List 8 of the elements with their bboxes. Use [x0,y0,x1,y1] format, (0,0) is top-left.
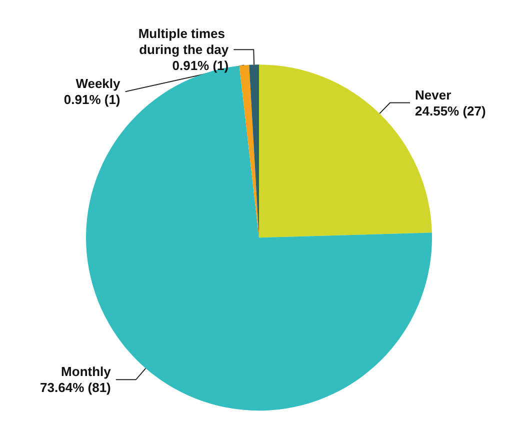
data-label: 24.55% (27) [415,103,486,118]
slice-label: Multiple times during the day [138,26,230,58]
data-label: 0.91% (1) [64,92,120,108]
slice-label: Never [415,87,452,102]
data-label: 73.64% (81) [40,380,111,396]
data-label: 0.91% (1) [172,58,229,74]
slice-label: Weekly [76,76,122,92]
slice-label: Monthly [61,364,112,380]
